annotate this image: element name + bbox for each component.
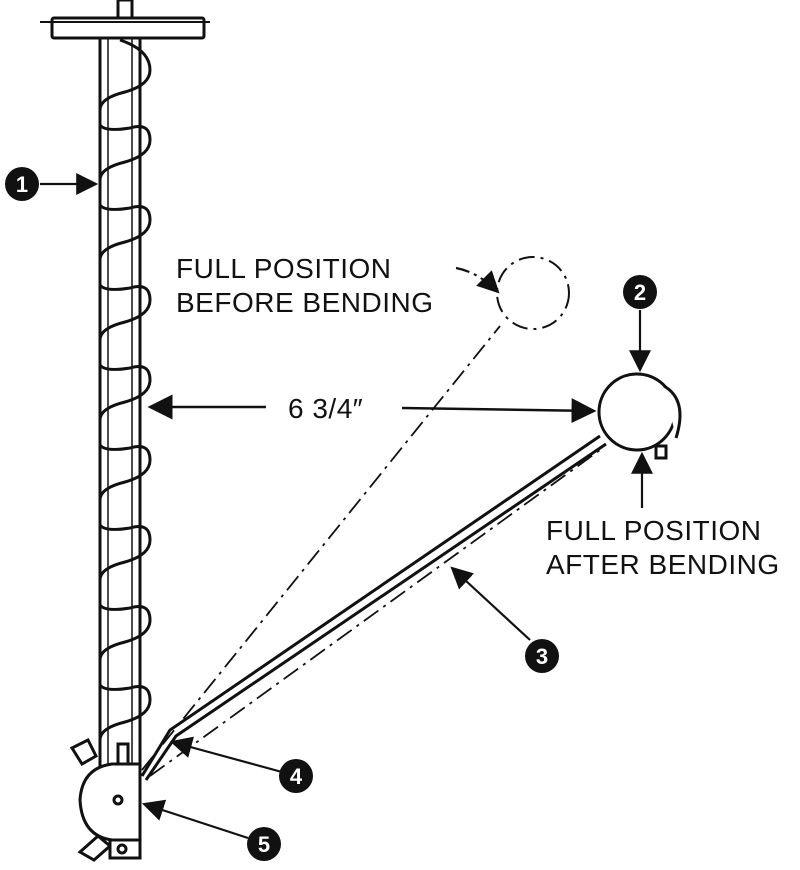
coil-wire	[98, 38, 152, 755]
vertical-tube	[98, 38, 142, 770]
float-arm	[140, 434, 607, 781]
pivot-housing	[69, 737, 142, 862]
callout-3: 3	[525, 639, 559, 673]
float-after-bending	[597, 372, 682, 460]
dimension-line	[147, 394, 597, 424]
label-before-line2: BEFORE BENDING	[176, 287, 433, 318]
callout-1-number: 1	[16, 172, 28, 197]
callout-2: 2	[623, 275, 657, 309]
dimension-label: 6 3/4″	[288, 393, 363, 424]
callout-1: 1	[5, 167, 39, 201]
callout-2-number: 2	[634, 280, 646, 305]
label-before-line1: FULL POSITION	[176, 253, 392, 284]
callout-5-number: 5	[258, 832, 270, 857]
label-after-line1: FULL POSITION	[546, 515, 762, 546]
callout-3-number: 3	[536, 644, 548, 669]
callout-4-number: 4	[290, 764, 303, 789]
callout-5: 5	[247, 827, 281, 861]
mounting-flange	[40, 0, 210, 40]
label-after-line2: AFTER BENDING	[546, 549, 780, 580]
leader-lines	[40, 173, 653, 840]
arm-before-bending	[141, 325, 601, 777]
float-before-bending	[496, 256, 570, 330]
callout-4: 4	[279, 759, 313, 793]
